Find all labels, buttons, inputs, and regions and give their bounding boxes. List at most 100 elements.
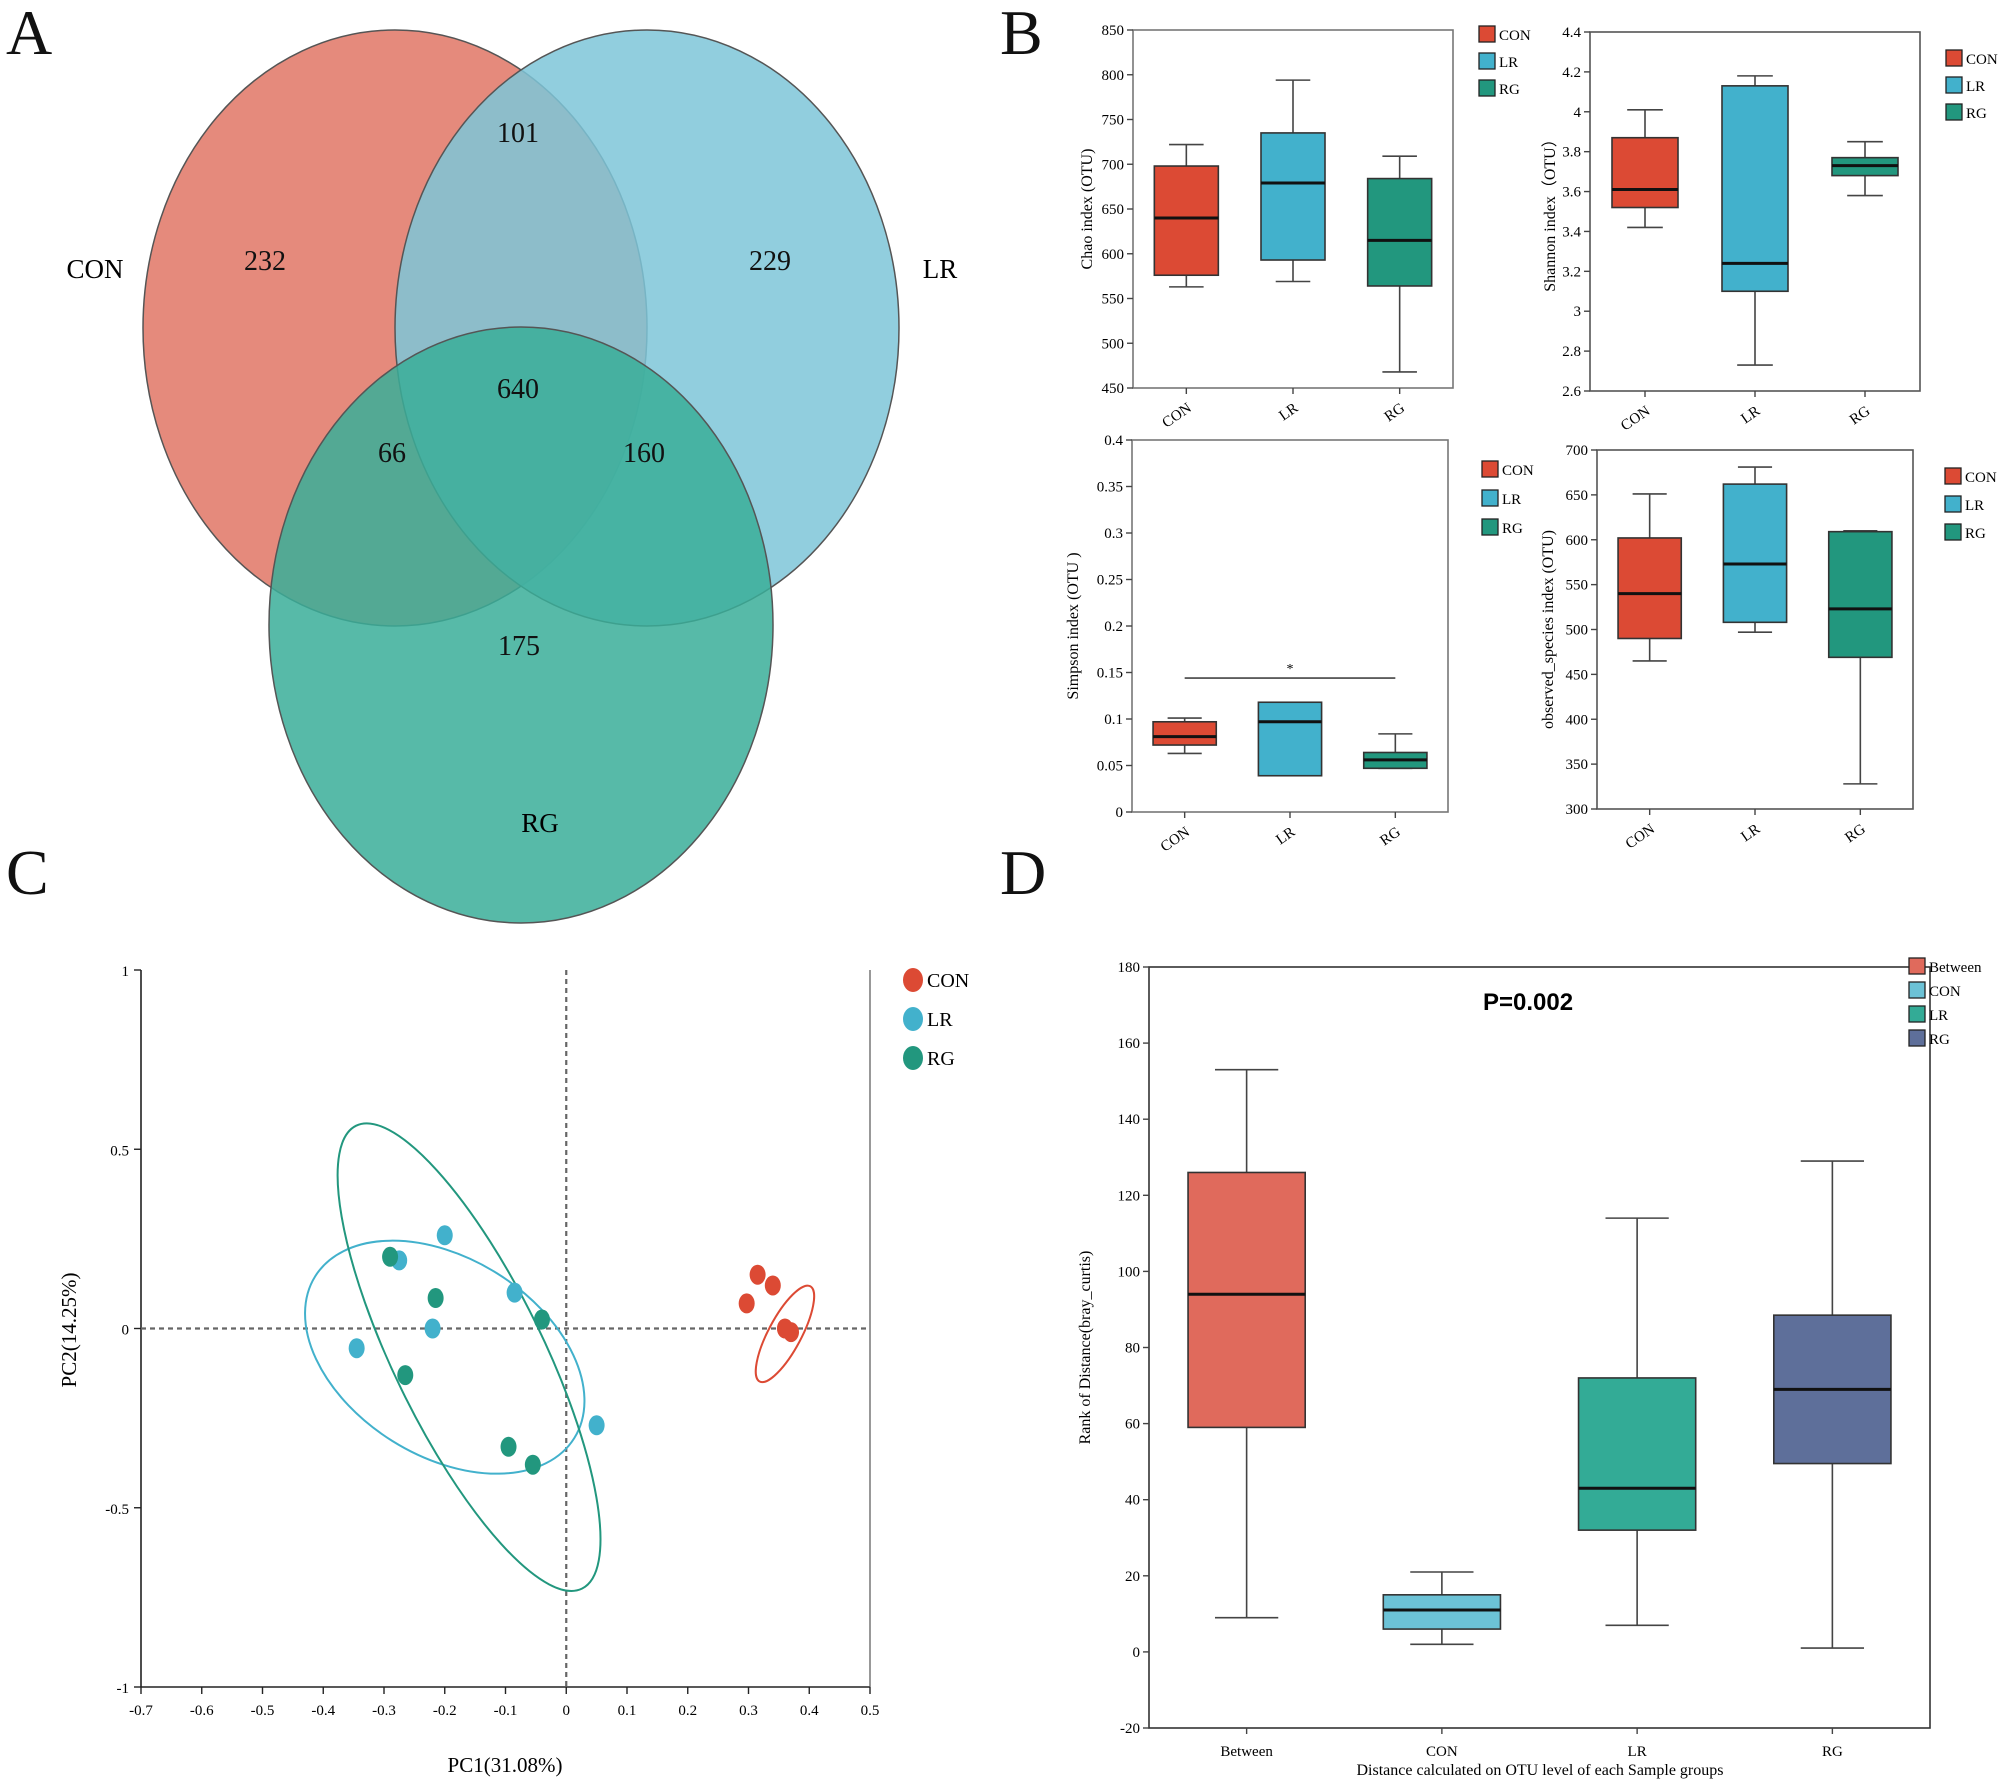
x-tick-label: RG [1842, 821, 1868, 846]
legend-swatch-con [1945, 49, 1963, 67]
box-iqr [1153, 165, 1220, 277]
panel-label-b: B [1000, 0, 1043, 68]
y-tick-label: 550 [1102, 292, 1125, 308]
legend-swatch-rg [1481, 518, 1499, 536]
y-tick-label: -20 [1120, 1721, 1140, 1737]
legend-swatch-con [1908, 981, 1926, 999]
point-lr [436, 1225, 453, 1246]
legend-label-rg: RG [1965, 526, 1986, 542]
x-tick-label: CON [1158, 824, 1193, 855]
box-iqr [1611, 136, 1679, 209]
x-tick-label: -0.4 [311, 1703, 335, 1719]
y-tick-label: 2.8 [1562, 344, 1581, 360]
chao-boxplot: 450 500 550 600 650 700 750 800 850 Chao index (O… [1079, 23, 1531, 431]
box-iqr [1577, 1377, 1697, 1531]
box-iqr [1152, 720, 1218, 746]
x-tick-label: CON [1618, 403, 1653, 434]
x-tick-label: 0.3 [739, 1703, 758, 1719]
box-iqr [1257, 701, 1323, 777]
y-axis-label: Rank of Distance(bray_curtis) [1077, 1251, 1094, 1445]
y-tick-label: 0.4 [1104, 433, 1123, 449]
y-tick-label: -0.5 [105, 1502, 129, 1518]
point-lr [588, 1415, 605, 1436]
box-con [1617, 493, 1683, 662]
x-tick-label: LR [1738, 821, 1763, 845]
legend-marker-con [903, 968, 923, 992]
y-tick-label: 350 [1566, 757, 1589, 773]
anosim-boxplot: -20 0 20 40 60 80 100 120 140 160 180 Rank of Dista… [1077, 957, 1982, 1779]
x-tick-label: 0.1 [618, 1703, 637, 1719]
y-tick-label: 1 [122, 964, 130, 980]
y-tick-label: 160 [1118, 1036, 1141, 1052]
legend-label-lr: LR [1499, 55, 1518, 71]
x-tick-label: LR [1738, 403, 1763, 427]
x-tick-label: 0.5 [861, 1703, 880, 1719]
y-tick-label: 0.35 [1097, 480, 1123, 496]
y-tick-label: 850 [1102, 23, 1125, 39]
y-tick-label: 3 [1574, 304, 1582, 320]
legend-swatch-rg [1478, 79, 1496, 97]
y-axis-label: Shannon index（OTU） [1541, 131, 1559, 291]
y-tick-label: 0.05 [1097, 759, 1123, 775]
x-tick-label: -0.1 [494, 1703, 518, 1719]
x-tick-label: LR [1273, 824, 1298, 848]
legend-swatch-rg [1908, 1029, 1926, 1047]
y-tick-label: 80 [1125, 1341, 1140, 1357]
pcoa-scatter: -0.7 -0.6 -0.5 -0.4 -0.3 -0.2 -0.1 0 0.1 0.2 0.3 0.… [57, 964, 969, 1777]
panel-label-d: D [1000, 837, 1047, 908]
simpson-boxplot: 0 0.05 0.1 0.15 0.2 0.25 0.3 0.35 0.4 Simpson ind… [1065, 433, 1534, 855]
point-rg [397, 1365, 414, 1386]
box-iqr [1382, 1594, 1502, 1630]
point-lr [348, 1338, 365, 1359]
x-tick-label: Between [1220, 1744, 1273, 1760]
confidence-ellipse-lr [304, 1239, 586, 1475]
venn-count-con-only: 232 [244, 246, 286, 277]
box-lr [1721, 75, 1789, 366]
venn-circle-rg [268, 326, 774, 924]
x-tick-label: -0.7 [129, 1703, 153, 1719]
venn-set-label-lr: LR [923, 254, 958, 284]
legend-label-lr: LR [927, 1009, 953, 1031]
box-lr [1257, 701, 1323, 777]
x-tick-label: -0.2 [433, 1703, 457, 1719]
x-axis-label: PC1(31.08%) [448, 1753, 563, 1777]
y-tick-label: 140 [1118, 1112, 1141, 1128]
point-lr [506, 1282, 523, 1303]
y-tick-label: 0.15 [1097, 666, 1123, 682]
point-rg [382, 1246, 399, 1267]
legend-label-between: Between [1929, 960, 1982, 976]
box-con [1152, 717, 1218, 755]
box-rg [1362, 733, 1428, 770]
legend-swatch-rg [1944, 523, 1962, 541]
box-rg [1366, 155, 1433, 373]
box-iqr [1260, 132, 1326, 261]
x-tick-label: RG [1822, 1744, 1843, 1760]
y-tick-label: 4.4 [1562, 25, 1581, 41]
venn-count-con-lr-rg: 640 [497, 374, 539, 405]
y-tick-label: 0.2 [1104, 619, 1123, 635]
box-lr [1577, 1217, 1697, 1627]
confidence-ellipse-rg [336, 1122, 602, 1592]
y-axis-label: observed_species index (OTU) [1540, 530, 1557, 729]
y-tick-label: 700 [1102, 157, 1125, 173]
observed-species-boxplot: 300 350 400 450 500 550 600 650 700 observed_spec… [1540, 443, 1997, 852]
x-tick-label: 0 [563, 1703, 571, 1719]
legend-swatch-con [1944, 467, 1962, 485]
legend-marker-rg [903, 1046, 923, 1070]
y-tick-label: 3.6 [1562, 185, 1581, 201]
legend-label-con: CON [1499, 28, 1531, 44]
point-lr [424, 1318, 441, 1339]
x-tick-label: LR [1276, 400, 1301, 424]
y-tick-label: 400 [1566, 712, 1589, 728]
point-rg [533, 1309, 550, 1330]
venn-count-con-lr: 101 [497, 118, 539, 149]
y-axis-label: PC2(14.25%) [57, 1273, 81, 1388]
x-tick-label: CON [1623, 821, 1658, 852]
legend-swatch-lr [1478, 52, 1496, 70]
x-tick-label: -0.6 [190, 1703, 214, 1719]
y-tick-label: 20 [1125, 1569, 1140, 1585]
box-con [1153, 143, 1220, 288]
box-between [1187, 1068, 1307, 1619]
legend-label-con: CON [1502, 463, 1534, 479]
legend-label-rg: RG [1966, 106, 1987, 122]
